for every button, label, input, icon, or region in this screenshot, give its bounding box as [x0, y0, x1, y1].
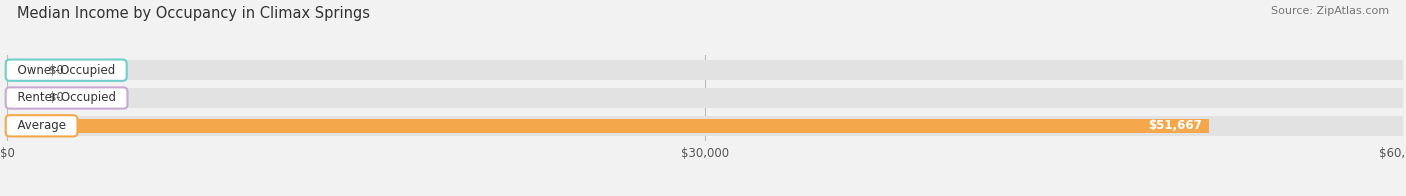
Text: Median Income by Occupancy in Climax Springs: Median Income by Occupancy in Climax Spr…	[17, 6, 370, 21]
Bar	[7, 119, 1209, 133]
Bar	[7, 116, 1403, 136]
Text: Source: ZipAtlas.com: Source: ZipAtlas.com	[1271, 6, 1389, 16]
Text: Average: Average	[10, 119, 73, 132]
Bar	[7, 63, 24, 77]
Bar	[7, 91, 24, 105]
Text: Renter-Occupied: Renter-Occupied	[10, 92, 124, 104]
Text: $51,667: $51,667	[1149, 119, 1202, 132]
Text: $0: $0	[49, 92, 63, 104]
Bar	[7, 60, 1403, 80]
Text: $0: $0	[49, 64, 63, 77]
Text: Owner-Occupied: Owner-Occupied	[10, 64, 122, 77]
Bar	[7, 88, 1403, 108]
